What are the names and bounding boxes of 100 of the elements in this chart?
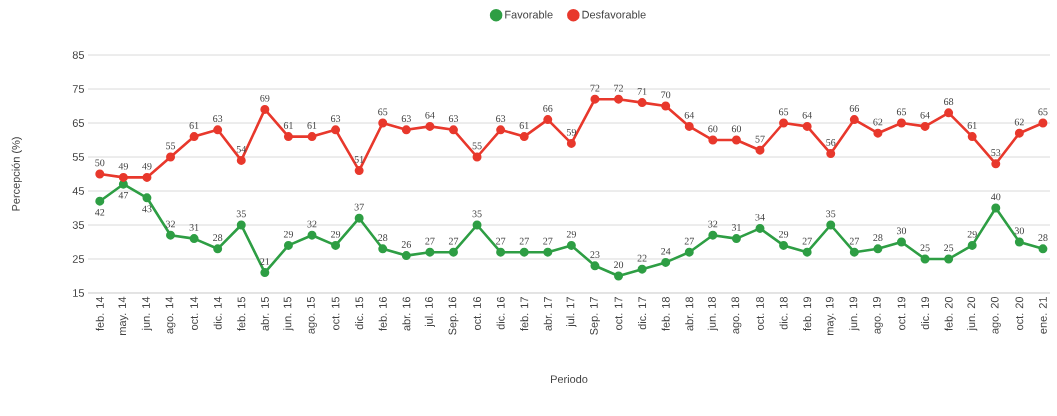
data-label: 23 xyxy=(590,251,600,258)
data-label: 61 xyxy=(307,122,317,129)
x-tick-label: oct. 18 xyxy=(756,297,764,330)
data-label: 65 xyxy=(1038,108,1048,116)
data-label: 40 xyxy=(990,193,1001,201)
point xyxy=(307,132,317,142)
data-label: 27 xyxy=(849,237,860,245)
point xyxy=(166,152,176,162)
x-tick-label: dic. 19 xyxy=(921,297,930,330)
point xyxy=(95,169,105,179)
y-axis-title: Percepción (%) xyxy=(11,137,22,211)
data-label: 47 xyxy=(118,192,129,199)
data-label: 66 xyxy=(849,105,859,112)
point xyxy=(849,115,859,125)
point xyxy=(213,244,223,254)
data-label: 27 xyxy=(448,237,459,245)
data-label: 61 xyxy=(283,122,293,129)
point xyxy=(401,125,411,135)
x-tick-label: oct. 17 xyxy=(614,297,623,330)
point xyxy=(590,94,600,104)
data-label: 54 xyxy=(236,145,247,153)
point xyxy=(472,220,482,230)
data-label: 22 xyxy=(637,254,647,262)
y-tick-label: 55 xyxy=(72,153,85,161)
data-label: 27 xyxy=(519,237,529,245)
x-tick-label: oct. 20 xyxy=(1015,296,1024,330)
point xyxy=(614,94,624,104)
x-tick-label: dic. 17 xyxy=(638,297,647,330)
x-tick-label: feb. 19 xyxy=(803,297,812,331)
point xyxy=(991,159,1001,169)
point xyxy=(401,251,411,261)
x-tick-label: jun. 18 xyxy=(707,297,718,331)
point xyxy=(448,125,458,135)
data-label: 69 xyxy=(260,94,270,102)
point xyxy=(731,234,741,244)
data-label: 29 xyxy=(283,230,293,238)
x-tick-label: feb. 15 xyxy=(237,297,246,331)
x-tick-label: abr. 15 xyxy=(260,297,269,331)
data-label: 31 xyxy=(731,224,741,231)
point xyxy=(873,244,883,254)
data-label: 70 xyxy=(661,91,671,99)
point xyxy=(755,223,765,233)
point xyxy=(1038,118,1048,128)
data-label: 68 xyxy=(944,98,954,105)
x-tick-label: feb. 17 xyxy=(520,297,529,331)
x-tick-label: may. 19 xyxy=(825,297,836,335)
x-tick-label: may. 14 xyxy=(118,296,129,335)
point xyxy=(731,135,741,145)
data-label: 61 xyxy=(967,122,977,129)
point xyxy=(873,128,883,138)
data-label: 27 xyxy=(425,237,435,245)
point xyxy=(283,240,293,250)
x-tick-label: dic. 14 xyxy=(213,296,222,330)
point xyxy=(896,237,906,247)
point xyxy=(213,125,223,135)
data-label: 66 xyxy=(543,105,553,112)
x-tick-label: feb. 16 xyxy=(378,297,387,331)
point xyxy=(566,240,576,250)
x-tick-label: ago. 20 xyxy=(990,296,1001,334)
data-label: 29 xyxy=(779,230,789,238)
x-tick-label: dic. 16 xyxy=(496,297,505,330)
point xyxy=(944,254,954,264)
point xyxy=(1014,128,1024,138)
data-label: 49 xyxy=(142,162,152,170)
data-label: 55 xyxy=(166,142,176,150)
x-tick-label: oct. 14 xyxy=(190,296,198,330)
legend-label: Desfavorable xyxy=(582,10,646,19)
point xyxy=(189,234,199,244)
point xyxy=(802,247,812,257)
y-tick-label: 35 xyxy=(72,221,85,229)
x-tick-label: feb. 14 xyxy=(95,296,104,331)
data-label: 35 xyxy=(236,210,246,218)
data-label: 43 xyxy=(142,205,152,213)
point xyxy=(1038,244,1048,254)
point xyxy=(637,264,647,274)
data-label: 21 xyxy=(260,258,270,265)
data-label: 61 xyxy=(519,122,529,129)
point xyxy=(1014,237,1024,247)
x-tick-label: jun. 14 xyxy=(141,296,153,331)
data-label: 61 xyxy=(189,122,199,129)
data-label: 28 xyxy=(378,234,388,241)
data-label: 25 xyxy=(920,244,930,252)
data-label: 56 xyxy=(826,139,836,146)
point xyxy=(307,230,317,240)
data-label: 72 xyxy=(614,84,623,92)
point xyxy=(236,155,246,165)
x-tick-label: oct. 19 xyxy=(897,297,906,330)
point xyxy=(519,247,529,257)
data-label: 34 xyxy=(755,213,765,221)
point xyxy=(189,132,199,142)
point xyxy=(637,98,647,108)
point xyxy=(496,125,506,135)
data-label: 29 xyxy=(566,230,576,238)
data-label: 27 xyxy=(684,237,694,245)
point xyxy=(920,121,930,131)
data-label: 55 xyxy=(472,142,482,150)
point xyxy=(779,240,789,250)
point xyxy=(425,247,435,257)
legend-label: Favorable xyxy=(505,10,553,19)
x-tick-label: abr. 17 xyxy=(543,297,552,331)
